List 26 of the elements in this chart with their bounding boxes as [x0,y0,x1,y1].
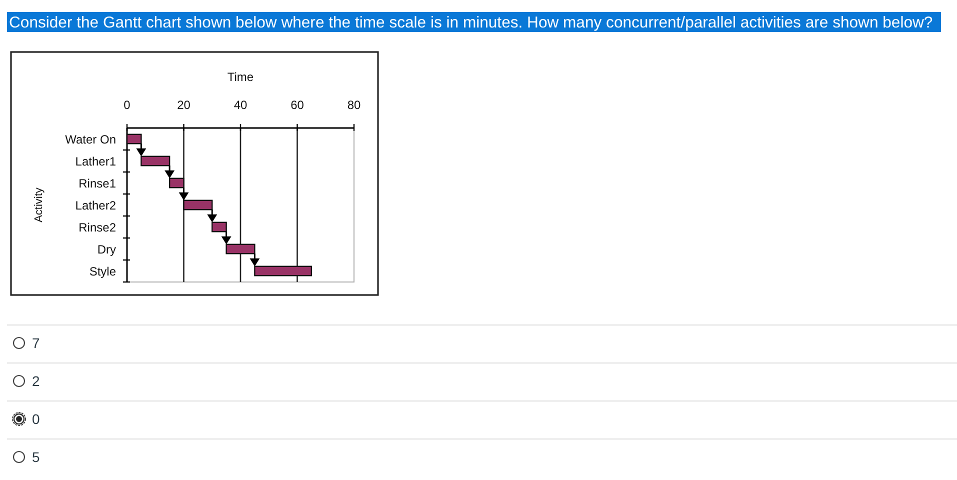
y-tick-label: Dry [97,242,116,256]
x-tick-label: 40 [234,98,248,112]
x-tick-label: 20 [177,98,191,112]
bar [226,244,256,254]
y-tick-label: Rinse1 [78,176,116,190]
x-tick-label: 60 [290,98,304,112]
bar [126,134,142,144]
bar [168,178,184,188]
x-axis-title: Time [227,70,254,84]
text: 0 [32,411,40,427]
text: 2 [32,373,40,389]
y-tick-label: Lather1 [75,154,116,168]
text: 5 [32,449,40,465]
y-tick-label: Water On [65,132,116,146]
x-tick-label: 80 [347,98,361,112]
x-tick-label: 0 [124,98,131,112]
text: 7 [32,335,40,351]
y-tick-label: Rinse2 [78,220,116,234]
bar [183,200,213,210]
bar [212,222,227,232]
y-tick-label: Lather2 [75,198,116,212]
bar [254,266,312,276]
bar [140,156,170,166]
y-axis-title: Activity [33,187,45,222]
y-tick-label: Style [89,264,116,278]
text: Consider the Gantt chart shown below where the time scale is in minutes. How many concurrent/parallel activities are shown below? [9,14,933,32]
